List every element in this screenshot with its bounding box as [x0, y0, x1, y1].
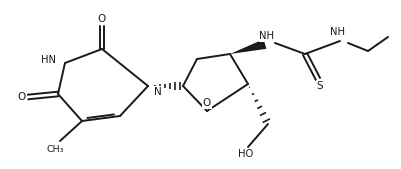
- Text: O: O: [18, 92, 26, 102]
- Text: S: S: [316, 81, 322, 91]
- Text: HO: HO: [238, 149, 253, 159]
- Text: N: N: [154, 87, 161, 97]
- Text: HN: HN: [41, 55, 57, 65]
- Polygon shape: [229, 39, 266, 54]
- Text: NH: NH: [330, 27, 344, 37]
- Text: O: O: [203, 98, 211, 108]
- Text: CH₃: CH₃: [46, 144, 64, 153]
- Text: O: O: [97, 14, 106, 24]
- Text: NH: NH: [259, 31, 274, 41]
